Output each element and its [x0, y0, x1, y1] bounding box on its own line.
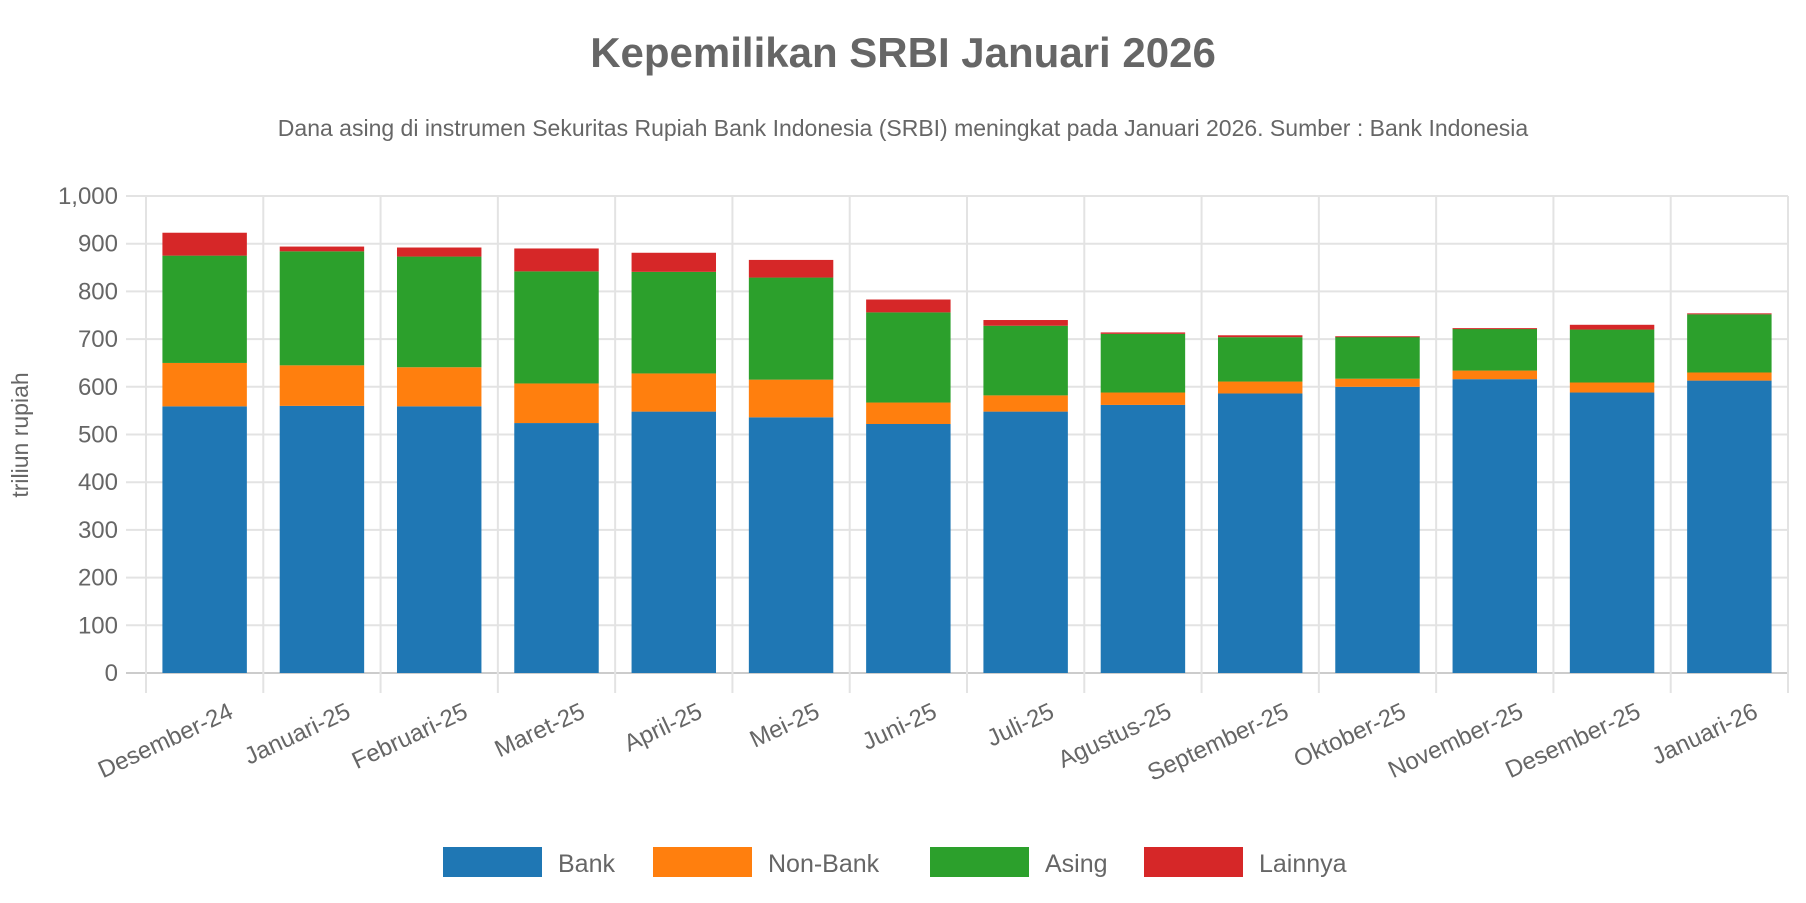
legend-label: Bank — [558, 850, 615, 878]
x-tick-label: Maret-25 — [491, 698, 589, 763]
bar-segment-bank — [1452, 379, 1538, 673]
bar-segment-non-bank — [1335, 378, 1420, 387]
bar-segment-non-bank — [866, 402, 951, 425]
legend-swatch-non-bank — [653, 847, 752, 877]
bar-segment-asing — [631, 271, 717, 374]
bar-segment-non-bank — [1687, 372, 1772, 381]
bar-segment-asing — [1569, 329, 1655, 383]
bar-segment-bank — [1687, 380, 1772, 673]
bar-segment-lainnya — [514, 248, 599, 272]
bar-segment-asing — [1452, 328, 1538, 371]
bar-segment-lainnya — [279, 246, 365, 252]
bar-segment-bank — [983, 411, 1068, 673]
bar-segment-asing — [279, 251, 365, 366]
bar-segment-asing — [1100, 333, 1186, 393]
legend-label: Lainnya — [1259, 850, 1347, 878]
bar-segment-lainnya — [1335, 336, 1420, 338]
y-tick-label: 100 — [78, 612, 118, 639]
x-tick-label: Desember-24 — [94, 698, 237, 784]
x-tick-label: Januari-25 — [240, 698, 354, 770]
bar-segment-asing — [748, 277, 834, 380]
bar-segment-bank — [396, 406, 482, 673]
bar-segment-asing — [866, 312, 951, 403]
y-axis-label: triliun rupiah — [7, 372, 33, 497]
x-tick-label: April-25 — [620, 698, 706, 757]
bar-segment-bank — [514, 423, 599, 673]
bar-segment-lainnya — [1687, 313, 1772, 315]
bar-segment-asing — [514, 271, 599, 384]
chart-subtitle: Dana asing di instrumen Sekuritas Rupiah… — [278, 115, 1529, 141]
bar-segment-non-bank — [279, 365, 365, 406]
bar-segment-bank — [1217, 393, 1303, 673]
bar-segment-bank — [631, 411, 717, 673]
bar-segment-lainnya — [1100, 332, 1186, 334]
y-tick-label: 300 — [78, 517, 118, 544]
x-tick-label: Juli-25 — [983, 698, 1058, 752]
bar-segment-lainnya — [162, 232, 247, 256]
bar-segment-lainnya — [1217, 335, 1303, 338]
x-tick-label: Januari-26 — [1648, 698, 1762, 770]
bar-segment-lainnya — [1452, 328, 1538, 330]
bar-segment-non-bank — [396, 367, 482, 407]
bar-segment-bank — [866, 424, 951, 673]
y-tick-label: 600 — [78, 374, 118, 401]
bar-segment-lainnya — [983, 320, 1068, 326]
y-tick-label: 700 — [78, 326, 118, 353]
x-tick-label: Februari-25 — [348, 698, 472, 775]
bar-segment-bank — [1100, 404, 1186, 673]
y-tick-label: 200 — [78, 565, 118, 592]
bar-segment-bank — [1569, 392, 1655, 673]
x-tick-label: Mei-25 — [746, 698, 824, 753]
bar-segment-asing — [1687, 314, 1772, 373]
bar-segment-asing — [1217, 337, 1303, 382]
bar-segment-lainnya — [748, 259, 834, 278]
bar-segment-bank — [748, 417, 834, 673]
bar-segment-non-bank — [514, 383, 599, 424]
legend-label: Asing — [1045, 850, 1108, 878]
x-tick-label: Desember-25 — [1501, 698, 1644, 784]
gridlines — [126, 195, 1789, 693]
bar-segment-lainnya — [1569, 324, 1655, 330]
bars — [162, 232, 1772, 673]
bar-segment-non-bank — [631, 373, 717, 412]
y-tick-label: 800 — [78, 278, 118, 305]
bar-segment-bank — [279, 405, 365, 673]
chart-title: Kepemilikan SRBI Januari 2026 — [590, 29, 1216, 76]
bar-segment-lainnya — [396, 247, 482, 257]
y-tick-label: 900 — [78, 231, 118, 258]
y-tick-label: 400 — [78, 469, 118, 496]
legend-swatch-asing — [930, 847, 1029, 877]
bar-segment-asing — [162, 255, 247, 363]
bar-segment-non-bank — [162, 362, 247, 407]
bar-segment-asing — [1335, 336, 1420, 379]
bar-segment-lainnya — [866, 299, 951, 313]
legend-label: Non-Bank — [768, 850, 880, 878]
legend: Bank Non-Bank Asing Lainnya — [443, 847, 1347, 878]
y-tick-label: 1,000 — [58, 183, 118, 210]
bar-segment-lainnya — [631, 252, 717, 272]
x-tick-label: Juni-25 — [858, 698, 941, 756]
legend-swatch-lainnya — [1144, 847, 1243, 877]
bar-segment-asing — [983, 325, 1068, 396]
bar-segment-non-bank — [1100, 392, 1186, 405]
y-tick-label: 500 — [78, 422, 118, 449]
bar-segment-asing — [396, 256, 482, 368]
bar-segment-bank — [162, 406, 247, 673]
bar-segment-bank — [1335, 386, 1420, 673]
bar-segment-non-bank — [1569, 382, 1655, 393]
bar-segment-non-bank — [748, 379, 834, 418]
bar-segment-non-bank — [1217, 381, 1303, 394]
bar-segment-non-bank — [1452, 370, 1538, 380]
y-tick-label: 0 — [105, 660, 118, 687]
legend-swatch-bank — [443, 847, 542, 877]
bar-segment-non-bank — [983, 395, 1068, 412]
